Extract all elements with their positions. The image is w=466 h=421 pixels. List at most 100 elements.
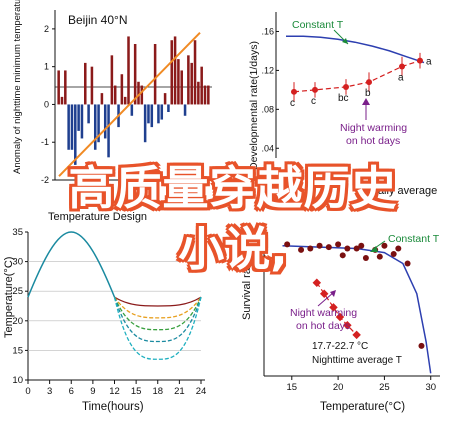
p1-bar	[177, 59, 180, 105]
p4-constant-point	[325, 244, 332, 251]
p1-bar	[160, 104, 164, 120]
p2-point-label: a	[426, 57, 432, 68]
p4-x-ticks: 15 20 25 30	[287, 376, 436, 393]
p1-bars	[57, 36, 210, 165]
p3-night-curve	[114, 296, 202, 307]
p1-y-tick-label: 0	[44, 99, 49, 109]
p1-y-tick-label: 2	[44, 24, 49, 34]
p4-annotation-range: 17.7-22.7 °C	[312, 341, 368, 352]
p2-x-label: Daily average	[370, 185, 437, 197]
p1-bar	[84, 62, 87, 105]
p1-y-label: Anomaly of nighttime minimum temperature…	[12, 0, 23, 174]
p1-bar	[200, 66, 203, 105]
p1-title: Beijin 40°N	[68, 13, 128, 27]
p3-night-curve	[113, 296, 202, 343]
p1-bar	[170, 40, 174, 105]
p1-bar	[133, 44, 137, 105]
p4-night-point	[352, 330, 361, 340]
p1-bar	[100, 93, 104, 105]
p1-bar	[203, 85, 207, 105]
p1-bar	[153, 44, 157, 105]
p2-y-label: Developmental rate(1/days)	[248, 41, 260, 170]
p3-x-ticks: 0 3 6 9 12 15 18 21 24	[25, 380, 206, 397]
p3-night-curve	[113, 296, 202, 331]
p1-bar	[113, 85, 117, 105]
p4-y-label: Survival rate	[241, 259, 253, 320]
p2-constant-curve	[286, 35, 425, 64]
p4-constant-point	[284, 241, 291, 248]
p1-bar	[97, 104, 100, 143]
p4-constant-curve	[282, 244, 432, 374]
p1-bar	[147, 104, 150, 124]
p3-grid-lines	[28, 261, 201, 351]
p3-x-tick-label: 3	[47, 386, 52, 397]
p4-constant-point	[339, 252, 346, 259]
p1-bar	[183, 104, 187, 116]
panel-temperature-design: 0 3 6 9 12 15 18 21 24 10 15 20 25 30 35 Temperature …	[3, 211, 206, 413]
p4-constant-label: Constant T	[388, 233, 440, 245]
p1-y-tick-label: -1	[41, 137, 49, 147]
panel-developmental-rate: .04 .08 .12 .16 c c bc b a a Constant T Night wa…	[248, 12, 437, 197]
overlay-title-line-2: 小说,	[178, 222, 288, 276]
p2-constant-arrowhead	[342, 38, 348, 44]
p2-night-points: c c bc b a a	[290, 52, 432, 109]
p1-bar	[60, 96, 64, 105]
p4-x-tick-label: 30	[425, 382, 436, 393]
p1-bar	[107, 104, 110, 158]
p2-point	[417, 57, 423, 64]
p4-x-tick-label: 20	[333, 382, 344, 393]
p3-x-tick-label: 21	[174, 386, 185, 397]
p4-constant-point	[418, 342, 425, 349]
p3-y-ticks: 10 15 20 25 30 35	[12, 227, 28, 386]
p3-night-curve	[113, 296, 202, 319]
p1-bar	[103, 104, 107, 139]
p3-y-tick-label: 35	[12, 227, 23, 238]
p4-annotation-nighttime: Nighttime average T	[312, 355, 402, 366]
p2-point-label: c	[311, 96, 316, 107]
p1-bar	[190, 62, 193, 105]
p2-point	[312, 86, 318, 93]
p1-bar	[80, 104, 84, 139]
p3-y-tick-label: 20	[12, 316, 23, 327]
p1-bar	[120, 74, 124, 105]
p4-constant-points	[284, 241, 425, 349]
p3-night-curve	[113, 296, 202, 360]
p4-constant-point	[307, 245, 314, 252]
p1-bar	[167, 104, 170, 112]
p3-y-tick-label: 25	[12, 286, 23, 297]
p4-constant-point	[376, 253, 383, 260]
p1-bar	[74, 104, 77, 165]
p4-night-point	[329, 303, 338, 312]
p4-night-arrow	[317, 291, 335, 307]
p4-night-label-2: on hot days	[296, 320, 350, 332]
p1-bar	[163, 93, 167, 105]
p4-constant-point	[316, 242, 323, 249]
p1-bar	[64, 70, 67, 105]
p1-bar	[173, 36, 177, 105]
p3-main-curve	[27, 231, 116, 298]
p2-point-label: bc	[338, 93, 349, 104]
p4-constant-point	[395, 245, 402, 252]
p2-night-label-1: Night warming	[340, 122, 407, 134]
p3-x-tick-label: 0	[25, 386, 30, 397]
p3-title: Temperature Design	[48, 211, 147, 223]
p3-x-tick-label: 6	[69, 386, 74, 397]
p1-y-tick-label: -2	[41, 175, 49, 185]
p2-y-tick-label: .08	[261, 104, 274, 114]
p3-x-tick-label: 24	[196, 386, 207, 397]
p1-bar	[77, 104, 80, 131]
p1-bar	[110, 55, 114, 105]
p1-bar	[57, 70, 60, 105]
p4-x-tick-label: 15	[287, 382, 298, 393]
p3-y-tick-label: 15	[12, 345, 23, 356]
p4-constant-point	[390, 250, 397, 257]
p1-bar	[193, 40, 197, 105]
p4-night-arrowhead	[330, 290, 336, 297]
p2-point	[291, 88, 297, 95]
p2-point-label: a	[398, 73, 404, 84]
p1-bar	[150, 104, 154, 128]
p2-night-dashed-line	[293, 60, 421, 93]
p4-night-points	[312, 278, 361, 340]
p4-constant-point	[298, 246, 305, 253]
p3-y-tick-label: 30	[12, 257, 23, 268]
